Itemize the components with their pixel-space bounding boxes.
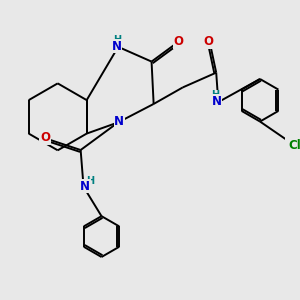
- Text: O: O: [40, 131, 50, 144]
- Text: Cl: Cl: [288, 140, 300, 152]
- Text: O: O: [174, 35, 184, 48]
- Text: H: H: [86, 176, 94, 186]
- Text: N: N: [112, 40, 122, 53]
- Text: N: N: [80, 180, 90, 193]
- Text: H: H: [113, 35, 121, 45]
- Text: O: O: [203, 35, 214, 48]
- Text: H: H: [212, 90, 220, 100]
- Text: N: N: [212, 95, 222, 108]
- Text: N: N: [114, 115, 124, 128]
